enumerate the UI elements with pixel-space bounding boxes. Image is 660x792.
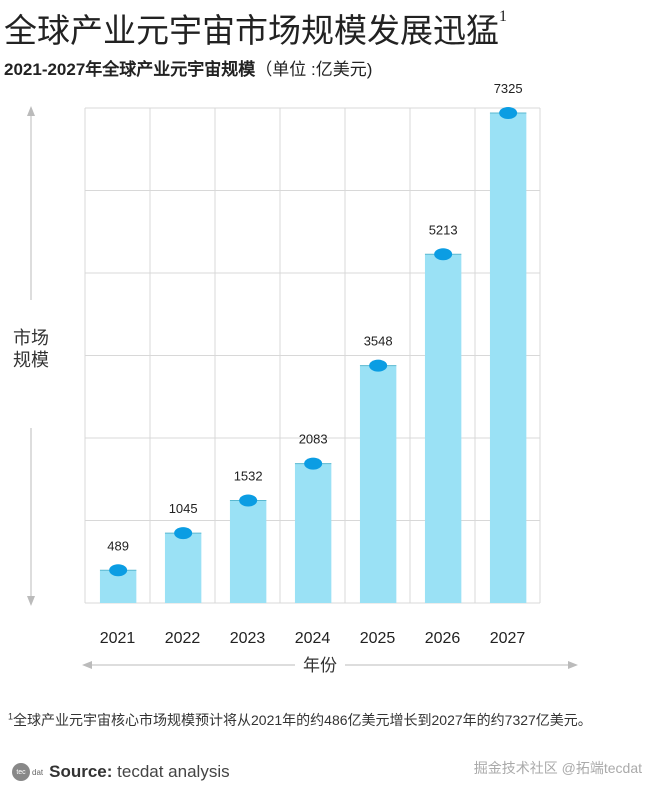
logo-text: dat: [32, 767, 44, 777]
marker-2025: [369, 359, 388, 372]
tecdat-logo: tec: [12, 763, 30, 781]
bar-2025: [359, 365, 397, 603]
y-axis-label: 规模: [13, 350, 49, 371]
marker-2023: [239, 494, 258, 507]
x-tick-label: 2026: [425, 630, 461, 647]
data-label: 5213: [429, 222, 458, 237]
bar-2026: [424, 254, 462, 603]
bar-2024: [294, 463, 332, 603]
marker-2024: [304, 457, 323, 470]
marker-2026: [434, 248, 453, 261]
y-axis-label: 市场: [13, 328, 49, 349]
data-label: 2083: [299, 432, 328, 447]
x-tick-label: 2025: [360, 630, 396, 647]
chart-title: 2021-2027年全球产业元宇宙规模: [4, 60, 256, 79]
bar-chart: 489 2021 1045 2022 1532 2023 2083 2024 3548 2025 5…: [13, 81, 578, 676]
x-tick-label: 2024: [295, 630, 331, 647]
marker-2027: [499, 107, 518, 120]
data-label: 7325: [494, 81, 523, 96]
marker-2021: [109, 564, 128, 577]
footnote-text: 全球产业元宇宙核心市场规模预计将从2021年的约486亿美元增长到2027年的约…: [13, 712, 592, 728]
watermark: 掘金技术社区 @拓端tecdat: [473, 760, 642, 776]
x-tick-label: 2022: [165, 630, 201, 647]
bar-2022: [164, 533, 202, 603]
footnote-mark: 1: [8, 711, 14, 722]
footnote-mark: 1: [499, 8, 507, 25]
bar-2027: [489, 113, 527, 603]
data-label: 3548: [364, 334, 393, 349]
page-title: 全球产业元宇宙市场规模发展迅猛1: [4, 4, 507, 52]
data-label: 489: [107, 538, 129, 553]
source: tec dat Source: tecdat analysis: [12, 762, 230, 782]
arrow-down-icon: [27, 596, 35, 606]
source-value: tecdat analysis: [112, 762, 230, 781]
title-text: 全球产业元宇宙市场规模发展迅猛: [4, 11, 499, 50]
marker-2022: [174, 527, 193, 540]
data-label: 1532: [234, 469, 263, 484]
arrow-left-icon: [82, 661, 92, 669]
footnote: 1全球产业元宇宙核心市场规模预计将从2021年的约486亿美元增长到2027年的…: [8, 710, 592, 730]
arrow-up-icon: [27, 106, 35, 116]
bar-2023: [229, 500, 267, 603]
x-tick-label: 2021: [100, 630, 136, 647]
source-label: Source:: [49, 762, 113, 781]
chart-subtitle: 2021-2027年全球产业元宇宙规模（单位 :亿美元): [4, 55, 372, 80]
arrow-right-icon: [568, 661, 578, 669]
data-label: 1045: [169, 501, 198, 516]
x-axis-label: 年份: [303, 656, 337, 676]
chart-unit: （单位 :亿美元): [255, 60, 373, 79]
source-text: Source: tecdat analysis: [49, 762, 229, 782]
x-tick-label: 2027: [490, 630, 526, 647]
x-tick-label: 2023: [230, 630, 266, 647]
